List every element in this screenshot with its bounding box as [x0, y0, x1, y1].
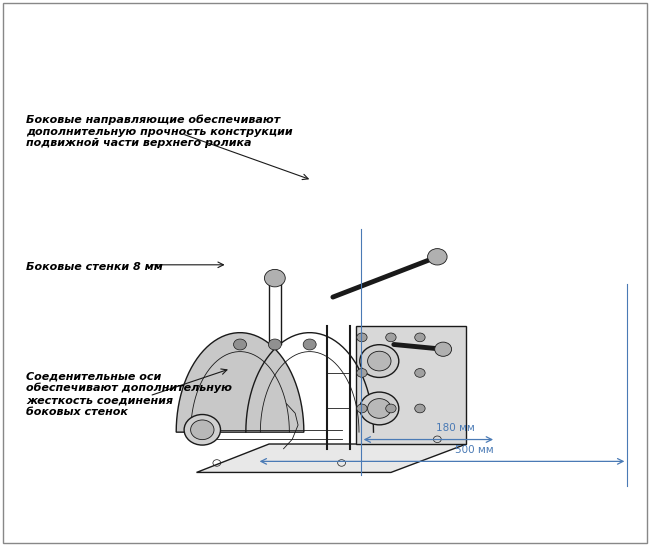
Circle shape: [415, 369, 425, 377]
Circle shape: [357, 369, 367, 377]
Polygon shape: [196, 444, 466, 472]
Circle shape: [415, 333, 425, 342]
Polygon shape: [176, 333, 304, 432]
Text: 500 мм: 500 мм: [455, 445, 494, 455]
Text: Боковые направляющие обеспечивают
дополнительную прочность конструкции
подвижной: Боковые направляющие обеспечивают дополн…: [26, 115, 292, 149]
Text: Боковые стенки 8 мм: Боковые стенки 8 мм: [26, 262, 163, 272]
Circle shape: [385, 404, 396, 413]
Circle shape: [233, 339, 246, 350]
Circle shape: [435, 342, 452, 357]
Circle shape: [360, 345, 399, 377]
Circle shape: [357, 333, 367, 342]
Circle shape: [190, 420, 214, 440]
Circle shape: [385, 333, 396, 342]
Text: 180 мм: 180 мм: [436, 423, 474, 433]
Text: Соеденительные оси
обеспечивают дополнительную
жесткость соединения
боковых стен: Соеденительные оси обеспечивают дополнит…: [26, 371, 232, 417]
Circle shape: [184, 414, 220, 445]
Circle shape: [368, 399, 391, 418]
Circle shape: [368, 351, 391, 371]
Polygon shape: [356, 325, 466, 444]
Circle shape: [303, 339, 316, 350]
Circle shape: [428, 248, 447, 265]
Circle shape: [265, 269, 285, 287]
Circle shape: [415, 404, 425, 413]
Circle shape: [360, 392, 399, 425]
Circle shape: [357, 404, 367, 413]
Circle shape: [268, 339, 281, 350]
